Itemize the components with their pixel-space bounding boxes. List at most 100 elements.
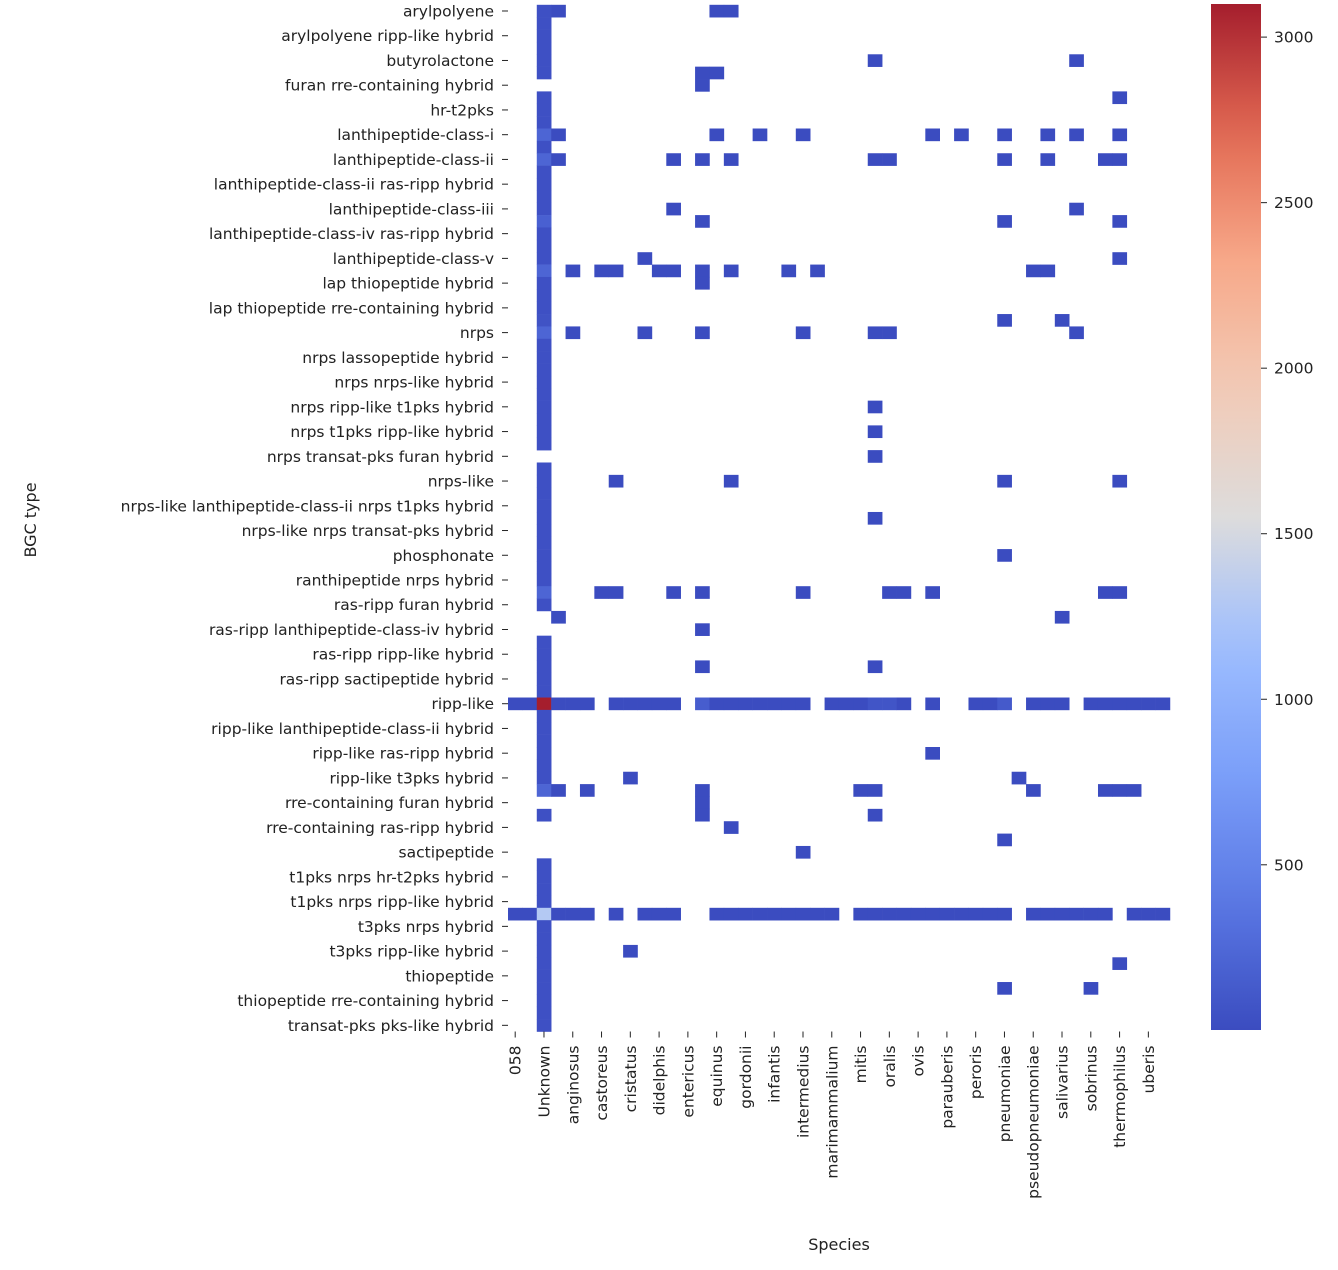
heatmap-cell [536,969,552,983]
heatmap-cell [637,697,653,711]
heatmap-cell [1069,326,1084,340]
heatmap-cell [637,326,653,340]
x-tick-label: intermedius [794,1046,812,1139]
heatmap-cell [637,252,653,265]
heatmap-cell [551,4,566,18]
heatmap-cell [666,264,681,278]
heatmap-cell [594,264,610,278]
heatmap-cell [651,907,667,921]
heatmap-cell [536,140,552,154]
heatmap-cell [695,276,710,290]
heatmap-cell [536,499,552,513]
heatmap-cell [536,252,552,265]
heatmap-cell [1040,128,1056,142]
colorbar-tick-label: 3000 [1274,29,1313,47]
heatmap-cell [723,264,739,278]
heatmap-cell [536,326,552,340]
heatmap-cell [1126,697,1142,711]
heatmap-cell [522,697,538,711]
heatmap-cell [695,796,710,810]
heatmap-cell [565,697,581,711]
heatmap-cell [551,697,566,711]
y-axis-label: BGC type [21,482,40,557]
heatmap-cell [1040,264,1056,278]
heatmap-cell [867,450,883,463]
y-tick-label: nrps-like [428,473,494,491]
heatmap-cell [1097,697,1113,711]
heatmap-cell [536,91,552,105]
x-axis-label: Species [808,1235,870,1254]
heatmap-cell [536,722,552,735]
heatmap-cell [695,784,710,797]
x-tick-label: sobrinus [1082,1046,1100,1112]
colorbar-tick-label: 1000 [1274,691,1313,709]
heatmap-cell [925,747,940,760]
heatmap-cell [925,586,940,599]
y-tick-label: t1pks nrps ripp-like hybrid [290,893,494,911]
heatmap-cell [695,660,710,674]
heatmap-cell [536,17,552,30]
heatmap-cell [536,4,552,18]
heatmap-cell [551,784,566,797]
colorbar-tick-label: 2500 [1274,194,1313,212]
heatmap-cell [1054,314,1070,327]
heatmap-cell [536,128,552,142]
heatmap-cell [623,771,638,785]
heatmap-cell [536,29,552,43]
heatmap-cell [536,511,552,525]
heatmap-cell [781,697,797,711]
heatmap-cell [565,264,581,278]
heatmap-cell [1097,907,1113,921]
heatmap-cell [896,586,912,599]
heatmap-cell [536,301,552,315]
x-tick-label: mitis [852,1046,870,1084]
heatmap-cell [1126,907,1142,921]
heatmap-cell [997,697,1012,711]
x-tick-label: Unknown [535,1046,553,1118]
heatmap-cell [867,511,883,525]
heatmap-cell [536,932,552,946]
heatmap-cell [709,697,725,711]
heatmap-cell [925,128,940,142]
heatmap-cell [536,660,552,674]
heatmap-cell [536,895,552,909]
colorbar-tick-label: 2000 [1274,360,1313,378]
y-tick-label: ripp-like t3pks hybrid [329,769,494,787]
heatmap-cell [522,907,538,921]
heatmap-cell [997,549,1012,562]
heatmap-cell [1112,252,1128,265]
y-tick-label: t1pks nrps hr-t2pks hybrid [289,868,494,886]
heatmap-cell [695,215,710,228]
heatmap-cell [536,338,552,352]
heatmap-cell [551,610,566,624]
heatmap-cell [723,474,739,488]
y-tick-label: nrps t1pks ripp-like hybrid [290,423,494,441]
y-tick-label: ras-ripp sactipeptide hybrid [279,670,494,688]
heatmap-cell [882,326,897,340]
y-tick-label: thiopeptide rre-containing hybrid [237,992,494,1010]
y-axis-ticks: arylpolyene arylpolyene ripp-like hybrid b… [121,2,508,1035]
heatmap-cell [1011,771,1027,785]
y-tick-label: nrps transat-pks furan hybrid [267,448,494,466]
heatmap-cell [579,697,595,711]
heatmap-cell [767,697,782,711]
x-tick-label: salivarius [1054,1046,1072,1119]
heatmap-cell [536,573,552,587]
heatmap-cell [536,116,552,129]
y-tick-label: lap thiopeptide rre-containing hybrid [209,299,494,317]
heatmap-cell [853,697,869,711]
x-tick-label: cristatus [622,1046,640,1113]
y-tick-label: thiopeptide [405,967,494,985]
y-tick-label: ras-ripp ripp-like hybrid [312,646,494,664]
heatmap-cell [997,833,1012,847]
heatmap-cell [896,907,912,921]
heatmap-cell [508,907,523,921]
heatmap-cell [536,66,552,80]
heatmap-cell [536,982,552,995]
x-tick-label: oralis [881,1046,899,1088]
y-tick-label: ripp-like [431,695,494,713]
heatmap-cell [1141,907,1156,921]
heatmap-cell [867,153,883,166]
heatmap-cell [579,784,595,797]
y-tick-label: transat-pks pks-like hybrid [288,1017,494,1035]
